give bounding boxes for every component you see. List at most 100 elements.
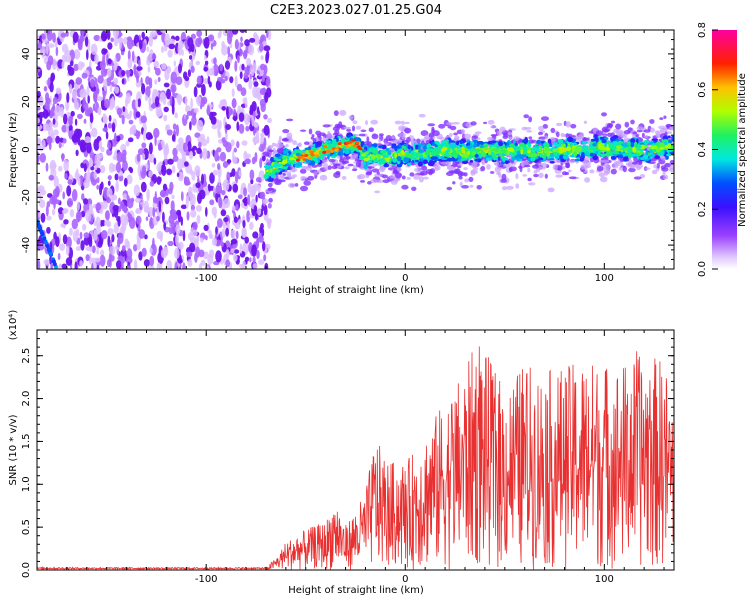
spectrogram-noise-blob [79,260,83,267]
spectrogram-ridge-point [423,156,429,160]
spectrogram-ridge-halo [636,129,643,133]
spectrogram-ridge-halo [334,123,340,129]
spectrogram-ridge-peak [355,141,360,145]
spectrogram-ridge-halo [404,121,410,125]
spectrogram-ridge-point [466,145,472,150]
spectrogram-ridge-halo [449,125,457,131]
spectrogram-noise-blob [148,35,153,47]
spectrogram-noise-blob [149,255,155,267]
spectrogram-noise-blob [121,70,126,77]
spectrogram-ridge-point [358,157,364,161]
spectrogram-ridge-point [604,143,608,147]
spectrogram-ridge-halo [300,129,307,132]
spectrogram-noise-blob [226,171,231,182]
spectrogram-ridge-point [472,144,478,148]
spectrogram-noise-blob [253,183,260,191]
spectrogram-ridge-halo [265,154,270,157]
spectrogram-noise-blob [59,243,66,251]
spectrogram-noise-blob [168,214,175,225]
spectrogram-noise-blob [167,49,173,58]
spectrogram-noise-blob [138,59,141,67]
spectrogram-ridge-halo [652,169,658,175]
spectrogram-ridge-point [511,156,516,161]
spectrogram-ridge-point [417,153,421,157]
spectrogram-noise-blob [190,209,197,218]
spectrogram-noise-blob [150,103,157,109]
spectrogram-ridge-halo [486,163,491,170]
spectrogram-ridge-halo [370,178,378,184]
spectrogram-noise-blob [245,125,250,132]
spectrogram-noise-blob [242,97,246,104]
spectrogram-ridge-point [620,149,624,153]
spectrogram-ridge-point [407,162,412,166]
spectrogram-ridge-halo [420,172,425,176]
spectrogram-ridge-halo [538,172,544,179]
spectrogram-noise-blob [89,112,94,124]
spectrogram-ridge-point [546,155,552,159]
spectrogram-ridge-halo [343,126,352,130]
spectrogram-noise-blob [238,112,245,122]
spectrogram-ridge-halo [300,175,306,182]
spectrogram-ridge-halo [649,127,655,133]
spectrogram-noise-blob [97,75,104,84]
spectrogram-ridge-peak [351,138,356,142]
spectrogram-noise-blob [194,165,201,177]
spectrogram-ridge-halo [382,174,388,179]
spectrogram-ridge-point [294,149,299,154]
spectrogram-noise-blob [76,168,79,178]
spectrogram-ridge-halo [371,168,380,173]
spectrogram-noise-blob [225,142,232,153]
spectrogram-noise-blob [140,115,147,124]
spectrogram-noise-blob [159,92,163,103]
spectrogram-ridge-point [265,169,269,172]
spectrogram-noise-blob [71,90,78,100]
spectrogram-ridge-point [527,145,530,152]
spectrogram-ridge-point [561,147,567,153]
spectrogram-noise-blob [38,95,44,107]
spectrogram-ridge-point [418,155,424,159]
spectrogram-ridge-point [495,142,498,147]
spectrogram-ridge-point [392,146,399,149]
spectrogram-ridge-point [592,155,598,161]
spectrogram-noise-blob [211,65,215,76]
spectrogram-ridge-point [414,159,419,163]
spectrogram-noise-blob [219,151,227,162]
spectrogram-ridge-point [361,148,367,153]
spectrogram-ridge-halo [440,161,448,165]
spectrogram-ridge-point [600,153,606,158]
spectrogram-noise-blob [217,131,222,139]
spectrogram-noise-blob [240,87,247,97]
spectrogram-noise-blob [44,101,50,111]
colorbar-tick-label: 0.6 [697,82,708,98]
spectrogram-noise-blob [106,220,111,226]
spectrogram-noise-blob [232,253,238,262]
spectrogram-noise-blob [45,92,50,102]
spectrogram-ridge-point [264,174,268,180]
spectrogram-ridge-peak [304,154,309,157]
spectrogram-noise-blob [164,196,170,205]
spectrogram-noise-blob [148,142,153,155]
spectrogram-noise-blob [37,117,40,124]
spectrogram-noise-blob [37,185,45,192]
spectrogram-ridge-halo [394,120,402,125]
spectrogram-noise-blob [41,34,46,40]
spectrogram-noise-blob [261,155,266,162]
spectrogram-noise-blob [206,265,210,269]
spectrogram-ridge-halo [664,162,671,168]
spectrogram-noise-blob [190,204,195,211]
spectrogram-noise-blob [148,134,153,140]
spectrogram-noise-blob [232,205,236,211]
spectrogram-noise-blob [177,158,183,171]
spectrogram-ridge-halo [522,174,527,177]
spectrogram-ridge-halo [401,136,406,140]
spectrogram-noise-blob [102,90,106,101]
spectrogram-noise-blob [177,43,183,56]
spectrogram-noise-blob [229,172,233,178]
spectrogram-noise-blob [54,105,61,117]
spectrogram-noise-blob [107,180,111,186]
spectrogram-ridge-halo [451,122,460,125]
spectrogram-ridge-point [396,156,402,162]
spectrogram-noise-blob [216,119,220,127]
spectrogram-ridge-halo [332,132,339,136]
spectrogram-noise-blob [131,99,137,110]
